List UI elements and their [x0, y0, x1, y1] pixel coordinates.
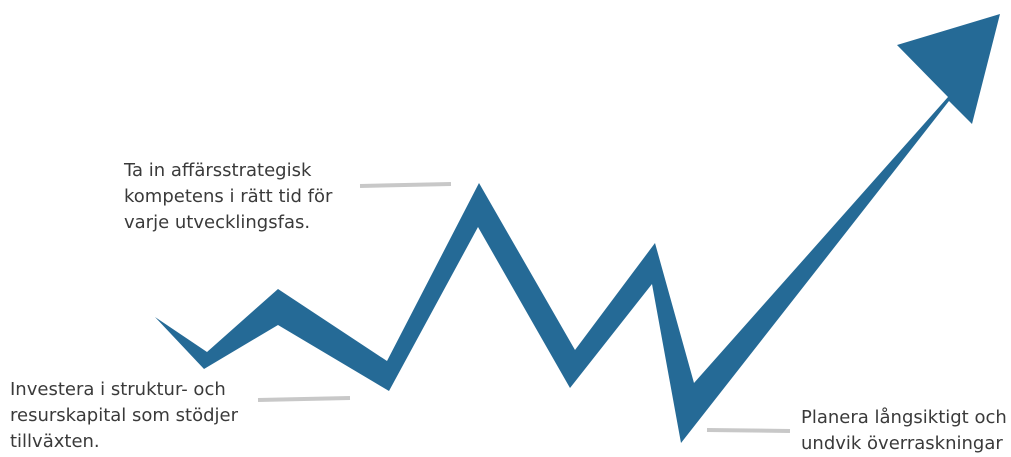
label-right-line: undvik överraskningar [801, 433, 1003, 454]
connector-line-left [257, 396, 351, 402]
label-top-line: kompetens i rätt tid för [124, 186, 333, 207]
connector-line-top [359, 182, 452, 188]
label-left-line: resurskapital som stödjer [10, 405, 239, 426]
label-plan-long-term: Planera långsiktigt och undvik överraskn… [801, 405, 1007, 457]
label-invest-structure: Investera i struktur- och resurskapital … [10, 377, 238, 455]
label-left-line: Investera i struktur- och [10, 379, 226, 400]
label-business-competence: Ta in affärsstrategisk kompetens i rätt … [124, 158, 332, 236]
label-top-line: Ta in affärsstrategisk [124, 160, 312, 181]
label-top-line: varje utvecklingsfas. [124, 212, 311, 233]
label-right-line: Planera långsiktigt och [801, 407, 1007, 428]
label-left-line: tillväxten. [10, 431, 100, 452]
connector-line-right [706, 428, 791, 433]
growth-trend-arrow [155, 14, 1000, 443]
